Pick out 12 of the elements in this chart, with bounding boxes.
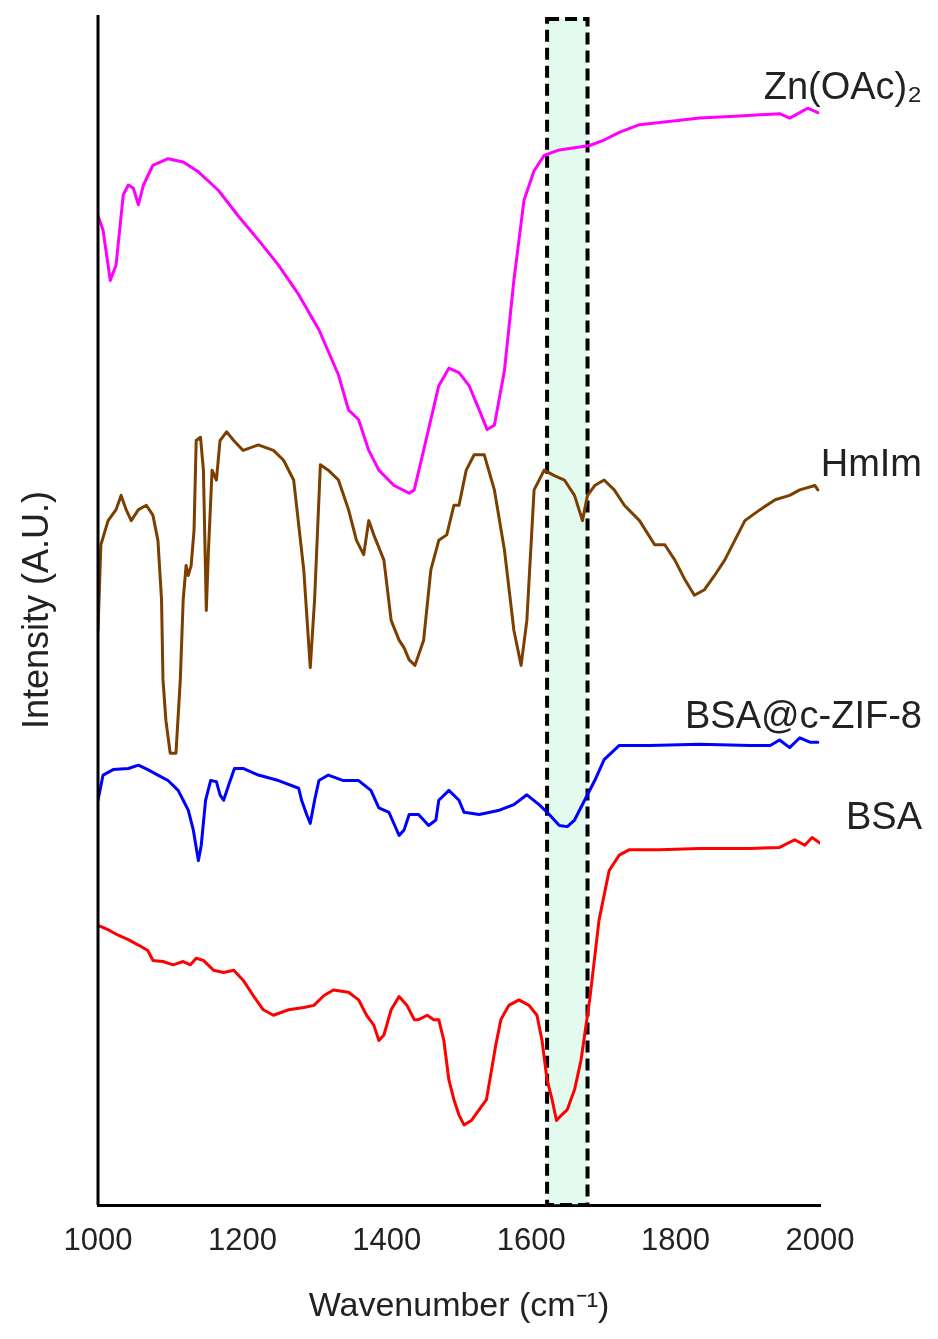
- x-tick-label: 1200: [207, 1222, 277, 1258]
- x-tick-label: 1800: [641, 1222, 711, 1258]
- series-label: BSA: [845, 795, 923, 838]
- x-tick-label: 1400: [352, 1222, 422, 1258]
- y-axis-title: Intensity (A.U.): [14, 490, 56, 730]
- series-label: HmIm: [820, 441, 922, 484]
- x-tick-label: 1000: [63, 1222, 133, 1258]
- series-label: BSA@c-ZIF-8: [684, 694, 922, 737]
- x-tick-label: 2000: [785, 1222, 855, 1258]
- x-axis-title: Wavenumber (cm⁻¹): [308, 1284, 610, 1323]
- x-tick-label: 1600: [496, 1222, 566, 1258]
- series-label: Zn(OAc)₂: [763, 64, 922, 107]
